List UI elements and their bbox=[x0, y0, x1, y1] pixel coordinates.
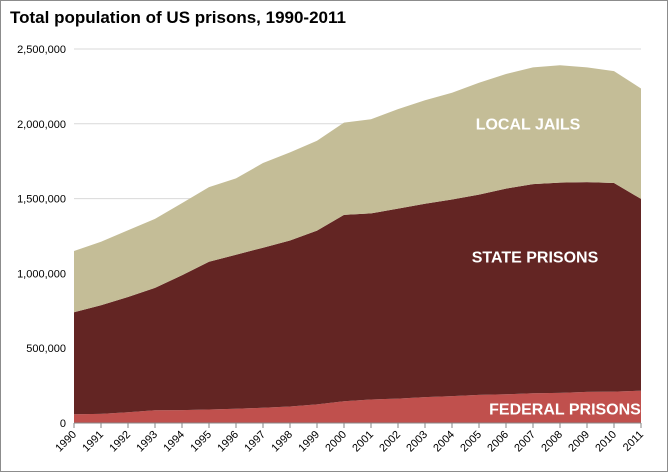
chart-title: Total population of US prisons, 1990-201… bbox=[10, 8, 346, 27]
y-tick-label: 1,000,000 bbox=[17, 268, 66, 280]
x-tick-label: 2002 bbox=[377, 429, 403, 455]
x-tick-label: 1995 bbox=[188, 429, 214, 455]
x-tick-label: 1994 bbox=[161, 429, 187, 455]
x-tick-label: 2000 bbox=[323, 429, 349, 455]
x-tick-label: 1997 bbox=[242, 429, 268, 455]
x-tick-label: 1999 bbox=[296, 429, 322, 455]
x-tick-label: 1990 bbox=[53, 429, 79, 455]
x-tick-label: 2010 bbox=[593, 429, 619, 455]
y-tick-label: 1,500,000 bbox=[17, 194, 66, 206]
series-label-local-jails: LOCAL JAILS bbox=[476, 117, 581, 134]
x-tick-label: 2003 bbox=[404, 429, 430, 455]
series-label-federal-prisons: FEDERAL PRISONS bbox=[489, 401, 641, 418]
y-tick-label: 500,000 bbox=[26, 343, 66, 355]
area-series-local-jails bbox=[74, 65, 641, 313]
x-tick-label: 2008 bbox=[539, 429, 565, 455]
x-tick-label: 1991 bbox=[80, 429, 106, 455]
y-tick-label: 2,500,000 bbox=[17, 44, 66, 56]
x-tick-label: 2007 bbox=[512, 429, 538, 455]
x-tick-label: 1993 bbox=[134, 429, 160, 455]
area-series-state-prisons bbox=[74, 182, 641, 415]
y-tick-label: 2,000,000 bbox=[17, 119, 66, 131]
y-tick-label: 0 bbox=[60, 418, 66, 430]
series-label-state-prisons: STATE PRISONS bbox=[472, 250, 599, 267]
x-tick-label: 1998 bbox=[269, 429, 295, 455]
x-tick-label: 1996 bbox=[215, 429, 241, 455]
x-tick-label: 2001 bbox=[350, 429, 376, 455]
x-tick-label: 2009 bbox=[566, 429, 592, 455]
x-tick-label: 2006 bbox=[485, 429, 511, 455]
area-series-federal-prisons bbox=[74, 390, 641, 423]
x-tick-label: 2011 bbox=[621, 429, 646, 454]
x-tick-label: 1992 bbox=[107, 429, 133, 455]
x-tick-label: 2004 bbox=[431, 429, 457, 455]
x-tick-label: 2005 bbox=[458, 429, 484, 455]
